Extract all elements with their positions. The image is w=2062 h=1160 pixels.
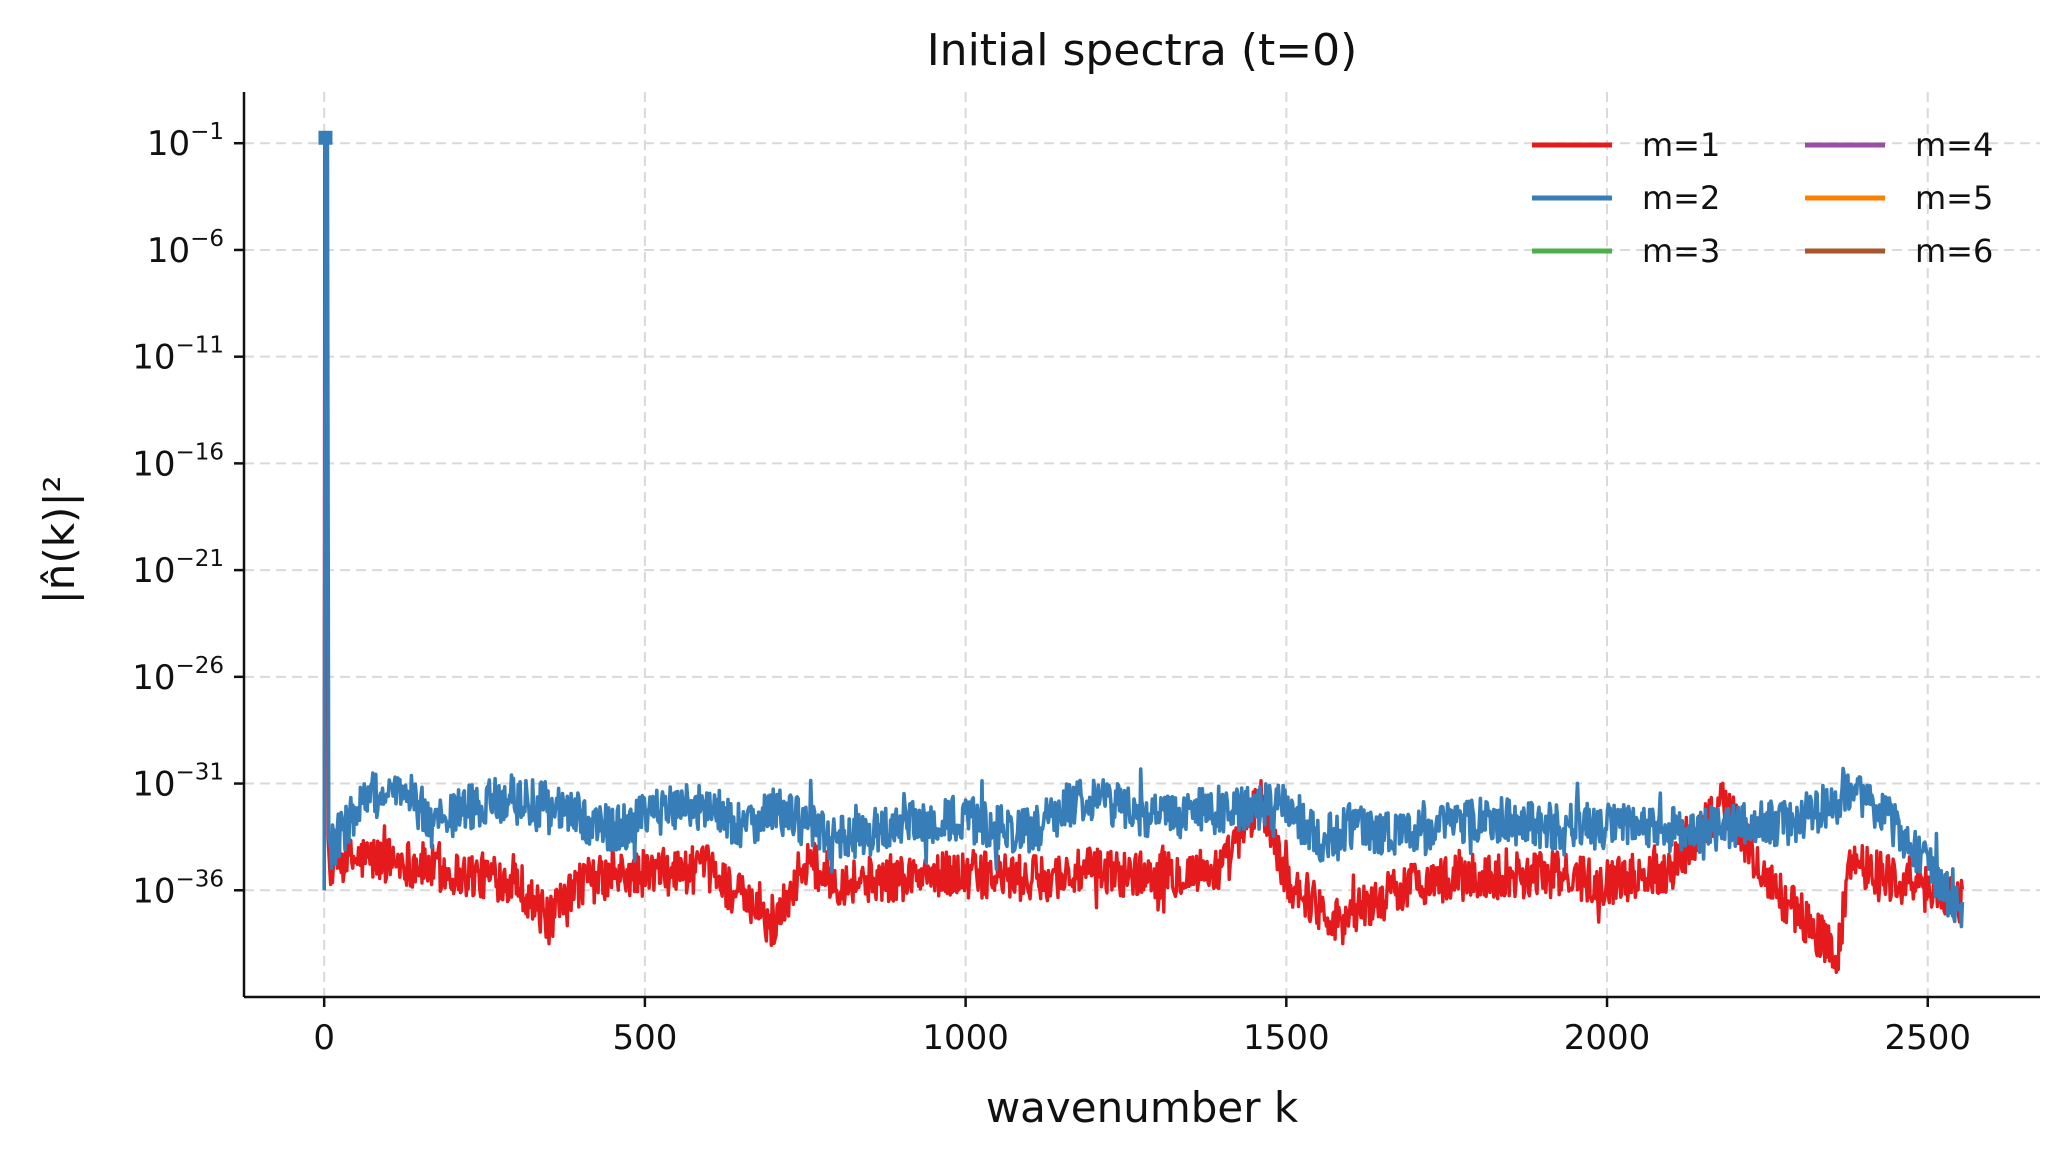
series-line-m=2	[322, 136, 1965, 929]
legend-label-m=5: m=5	[1915, 179, 1993, 217]
x-tick-label: 1500	[1243, 1018, 1330, 1058]
y-tick-label: 10−26	[132, 653, 224, 698]
x-tick-label: 1000	[922, 1018, 1009, 1058]
x-axis-title: wavenumber k	[986, 1083, 1299, 1132]
y-tick-label: 10−6	[147, 226, 224, 271]
x-tick-label: 0	[313, 1018, 335, 1058]
y-tick-label: 10−11	[132, 333, 224, 378]
legend-label-m=6: m=6	[1915, 232, 1993, 270]
x-tick-label: 2000	[1564, 1018, 1651, 1058]
series-marker-m=2	[318, 130, 333, 145]
legend: m=1 m=2 m=3 m=4 m=5 m=6	[1532, 126, 1993, 270]
x-tick-label: 500	[612, 1018, 677, 1058]
axes-layer: 0 500 1000 1500 2000 2500 10−1 10−6 10−11 10−16 10…	[132, 92, 2040, 1058]
legend-label-m=1: m=1	[1642, 126, 1720, 164]
y-tick-label: 10−21	[132, 546, 224, 591]
y-axis-title: |n̂(k)|²	[35, 476, 84, 605]
y-tick-label: 10−16	[132, 439, 224, 484]
legend-label-m=4: m=4	[1915, 126, 1993, 164]
x-tick-label: 2500	[1884, 1018, 1971, 1058]
chart-title: Initial spectra (t=0)	[927, 25, 1358, 76]
legend-label-m=3: m=3	[1642, 232, 1720, 270]
y-tick-label: 10−31	[132, 760, 224, 805]
y-tick-label: 10−1	[147, 119, 224, 164]
legend-label-m=2: m=2	[1642, 179, 1720, 217]
y-tick-label: 10−36	[132, 866, 224, 911]
series-layer	[318, 130, 1965, 974]
